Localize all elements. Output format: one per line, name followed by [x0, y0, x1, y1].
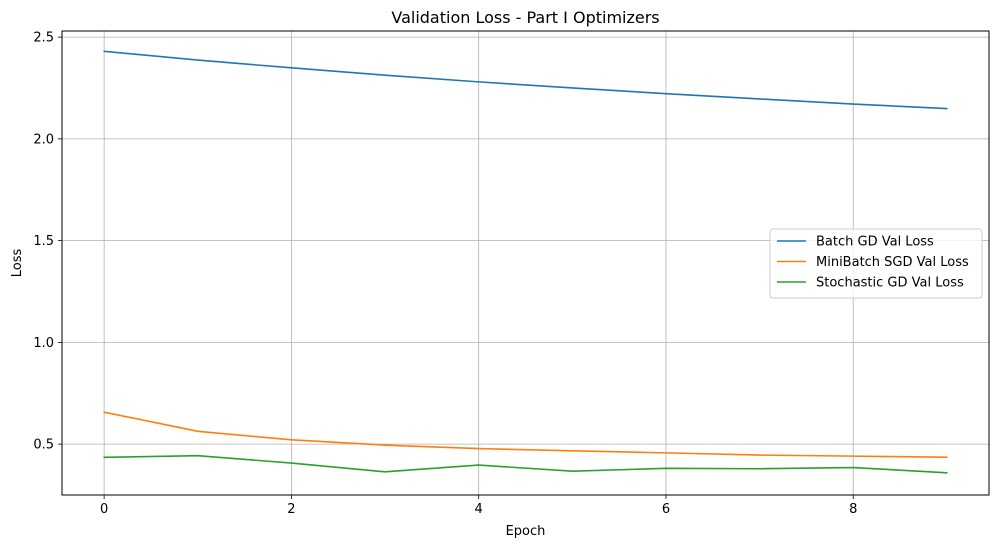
x-tick-label: 8 — [849, 502, 857, 517]
y-tick-label: 1.5 — [33, 234, 54, 249]
series-line-3 — [103, 454, 948, 474]
legend-label-1: Batch GD Val Loss — [816, 235, 934, 250]
x-tick-label: 2 — [287, 502, 295, 517]
series-lines — [103, 50, 948, 474]
legend-label-2: MiniBatch SGD Val Loss — [816, 255, 969, 270]
y-axis-ticks: 0.5 1.0 1.5 2.0 2.5 — [33, 31, 62, 453]
chart-title: Validation Loss - Part I Optimizers — [391, 8, 659, 27]
series-line-2 — [103, 411, 948, 458]
y-tick-label: 1.0 — [33, 336, 54, 351]
x-tick-label: 4 — [475, 502, 483, 517]
legend-label-3: Stochastic GD Val Loss — [816, 276, 964, 291]
series-line-1 — [103, 50, 948, 110]
legend: Batch GD Val Loss MiniBatch SGD Val Loss S… — [769, 228, 983, 299]
x-axis-ticks: 0 2 4 6 8 — [100, 495, 857, 517]
y-tick-label: 2.5 — [33, 31, 54, 46]
plot-frame — [61, 30, 990, 496]
x-tick-label: 0 — [100, 502, 108, 517]
y-axis-label: Loss — [10, 249, 25, 278]
x-tick-label: 6 — [662, 502, 670, 517]
grid-lines — [62, 31, 989, 495]
legend-items: Batch GD Val Loss MiniBatch SGD Val Loss S… — [777, 235, 969, 291]
y-tick-label: 0.5 — [33, 438, 54, 453]
legend-box — [769, 228, 983, 299]
y-tick-label: 2.0 — [33, 132, 54, 147]
x-axis-label: Epoch — [506, 524, 546, 539]
